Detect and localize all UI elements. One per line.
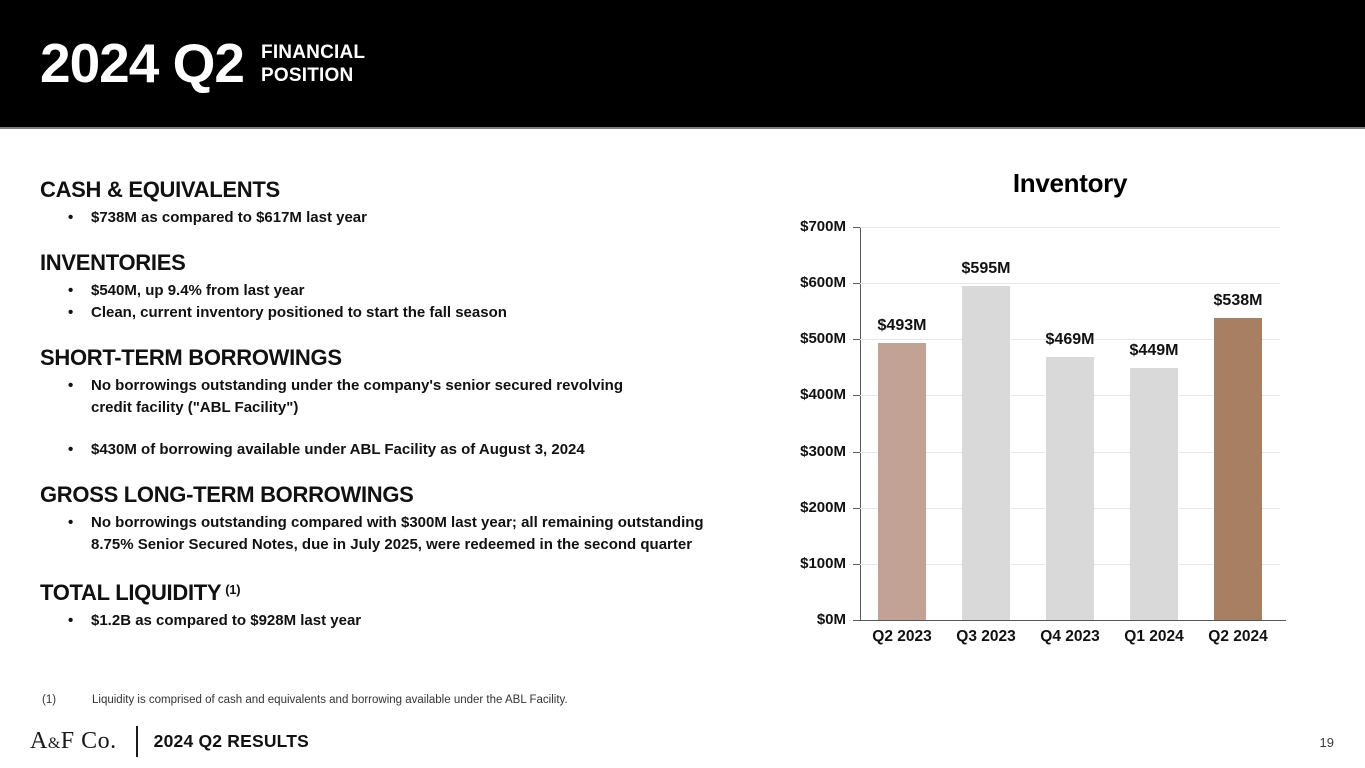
section-heading: GROSS LONG-TERM BORROWINGS — [40, 482, 414, 507]
footnote-marker: (1) — [42, 694, 57, 706]
y-axis-tick — [853, 563, 860, 565]
bar-value-label: $449M — [1129, 341, 1179, 359]
gridline — [860, 339, 1280, 341]
section-gross-long-term-borrowings: GROSS LONG-TERM BORROWINGS • No borrowin… — [40, 483, 770, 556]
y-axis-tick — [853, 339, 860, 341]
slide-header: 2024 Q2 FINANCIAL POSITION — [0, 0, 1365, 129]
list-item: • No borrowings outstanding under the co… — [40, 375, 770, 419]
bar-value-label: $538M — [1213, 291, 1263, 309]
list-item: • $738M as compared to $617M last year — [40, 207, 770, 229]
inventory-bar-chart: Inventory $0M $100M $200M $300M $400M $500M $6… — [788, 160, 1303, 665]
bullet-text: $738M as compared to $617M last year — [91, 209, 367, 226]
y-axis-label: $100M — [800, 554, 846, 572]
x-axis-label: Q2 2024 — [1208, 628, 1268, 645]
section-heading: SHORT-TERM BORROWINGS — [40, 345, 342, 370]
section-heading-text: TOTAL LIQUIDITY — [40, 580, 222, 605]
list-item: • $540M, up 9.4% from last year — [40, 280, 770, 302]
y-axis-label: $0M — [816, 611, 846, 628]
slide-subtitle-line2: POSITION — [261, 64, 354, 86]
bullet-text: $1.2B as compared to $928M last year — [91, 612, 362, 629]
bullet-icon: • — [68, 514, 74, 531]
slide-subtitle-line1: FINANCIAL — [261, 41, 366, 63]
bullet-icon: • — [68, 612, 74, 629]
logo-letter: A — [30, 727, 48, 754]
list-item: • No borrowings outstanding compared wit… — [40, 512, 770, 556]
list-item: • $1.2B as compared to $928M last year — [40, 610, 770, 632]
section-inventories: INVENTORIES • $540M, up 9.4% from last y… — [40, 251, 770, 324]
bullet-text: $540M, up 9.4% from last year — [91, 282, 305, 299]
slide-subtitle: FINANCIAL POSITION — [261, 41, 365, 87]
list-item: • $430M of borrowing available under ABL… — [40, 439, 770, 461]
bullet-icon: • — [68, 304, 74, 321]
footer-divider — [135, 725, 138, 757]
y-axis-tick — [853, 507, 860, 509]
bar-q2-2023 — [878, 343, 926, 620]
y-axis-line — [860, 227, 861, 620]
x-axis-label: Q3 2023 — [956, 628, 1016, 645]
bar-q4-2023 — [1046, 356, 1094, 620]
slide-footer: A&F Co. 2024 Q2 RESULTS — [30, 724, 309, 758]
y-axis-tick — [853, 620, 860, 621]
y-axis-tick — [853, 283, 860, 285]
footnote: (1) Liquidity is comprised of cash and e… — [42, 694, 568, 706]
bullet-text: Clean, current inventory positioned to s… — [91, 304, 507, 321]
section-heading: INVENTORIES — [40, 250, 186, 275]
section-cash-equivalents: CASH & EQUIVALENTS • $738M as compared t… — [40, 178, 770, 229]
bar-value-label: $469M — [1045, 330, 1095, 348]
page-number: 19 — [1319, 735, 1334, 750]
chart-title: Inventory — [1012, 168, 1128, 198]
bar-q2-2024 — [1214, 317, 1262, 620]
footer-label: 2024 Q2 RESULTS — [153, 730, 310, 751]
footnote-reference: (1) — [225, 582, 241, 597]
bullet-icon: • — [68, 209, 74, 226]
x-axis-line — [854, 620, 1286, 621]
y-axis-label: $200M — [800, 498, 846, 516]
bar-q1-2024 — [1130, 367, 1178, 620]
y-axis-label: $500M — [800, 330, 846, 348]
logo-letter: F Co. — [60, 727, 117, 754]
bullet-icon: • — [68, 282, 74, 299]
y-axis-tick — [853, 451, 860, 453]
content-column: CASH & EQUIVALENTS • $738M as compared t… — [40, 178, 770, 654]
bar-value-label: $493M — [877, 317, 927, 335]
y-axis-tick — [853, 227, 860, 228]
gridline — [860, 227, 1280, 228]
slide-title: 2024 Q2 — [40, 32, 245, 94]
bullet-text: No borrowings outstanding compared with … — [91, 514, 704, 553]
bullet-icon: • — [68, 441, 74, 458]
bullet-icon: • — [68, 377, 74, 394]
logo-ampersand: & — [47, 734, 61, 752]
section-heading: CASH & EQUIVALENTS — [40, 177, 280, 202]
y-axis-label: $700M — [800, 218, 846, 235]
company-logo: A&F Co. — [30, 728, 117, 755]
list-item: • Clean, current inventory positioned to… — [40, 302, 770, 324]
bar-value-label: $595M — [961, 259, 1011, 277]
y-axis-label: $400M — [800, 386, 846, 404]
gridline — [860, 283, 1280, 285]
section-total-liquidity: TOTAL LIQUIDITY (1) • $1.2B as compared t… — [40, 578, 770, 632]
bar-q3-2023 — [962, 285, 1010, 620]
bullet-text: $430M of borrowing available under ABL F… — [91, 441, 585, 458]
x-axis-label: Q2 2023 — [872, 628, 932, 645]
y-axis-label: $600M — [800, 274, 846, 292]
y-axis-tick — [853, 395, 860, 397]
section-short-term-borrowings: SHORT-TERM BORROWINGS • No borrowings ou… — [40, 346, 770, 461]
bullet-text: No borrowings outstanding under the comp… — [91, 377, 623, 416]
x-axis-label: Q4 2023 — [1040, 628, 1100, 645]
footnote-text: Liquidity is comprised of cash and equiv… — [92, 694, 568, 706]
section-heading: TOTAL LIQUIDITY (1) — [40, 578, 770, 605]
x-axis-label: Q1 2024 — [1124, 628, 1184, 645]
y-axis-label: $300M — [800, 442, 846, 460]
